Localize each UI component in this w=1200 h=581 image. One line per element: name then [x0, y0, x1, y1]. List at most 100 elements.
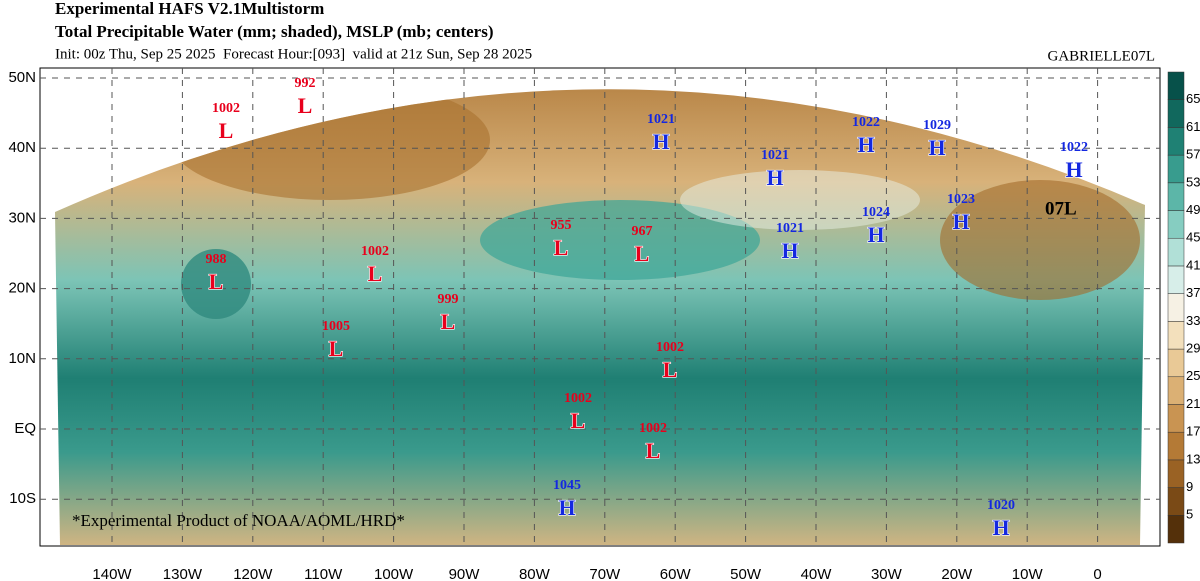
lon-label: 0 — [1093, 566, 1101, 581]
center-symbol: L — [329, 336, 344, 361]
pressure-value: 1029 — [923, 118, 951, 133]
colorbar-bin — [1167, 265, 1185, 294]
center-symbol: H — [558, 495, 575, 520]
colorbar-label: 65 — [1186, 91, 1200, 106]
lon-label: 140W — [92, 566, 132, 581]
subtitle: Total Precipitable Water (mm; shaded), M… — [55, 22, 494, 41]
center-symbol: H — [766, 165, 783, 190]
colorbar-label: 37 — [1186, 285, 1200, 300]
pressure-value: 1002 — [361, 244, 389, 259]
colorbar-bin — [1167, 376, 1185, 405]
lon-label: 10W — [1012, 566, 1044, 581]
colorbar-label: 57 — [1186, 147, 1200, 162]
pressure-value: 1005 — [322, 319, 350, 334]
lat-label: EQ — [14, 420, 36, 437]
colorbar-bin — [1167, 182, 1185, 211]
lon-label: 50W — [730, 566, 762, 581]
pressure-value: 967 — [632, 224, 653, 239]
colorbar-label: 17 — [1186, 424, 1200, 439]
colorbar-label: 5 — [1186, 507, 1193, 522]
pressure-value: 1002 — [212, 101, 240, 116]
colorbar-label: 25 — [1186, 368, 1200, 383]
lon-label: 100W — [374, 566, 414, 581]
center-symbol: L — [554, 235, 569, 260]
pressure-value: 1022 — [852, 115, 880, 130]
colorbar-bin — [1167, 293, 1185, 322]
lat-label: 50N — [8, 69, 36, 86]
lat-label: 40N — [8, 139, 36, 156]
colorbar-bin — [1167, 321, 1185, 350]
colorbar-bin — [1167, 404, 1185, 433]
pressure-value: 1020 — [987, 498, 1015, 513]
lon-label: 110W — [304, 566, 343, 581]
lon-label: 60W — [660, 566, 692, 581]
center-symbol: H — [992, 515, 1009, 540]
center-symbol: H — [781, 238, 798, 263]
colorbar-bin — [1167, 487, 1185, 516]
colorbar-bin — [1167, 71, 1185, 100]
lon-label: 40W — [801, 566, 833, 581]
lat-label: 30N — [8, 209, 36, 226]
storm-marker: 07L — [1045, 198, 1077, 219]
pressure-value: 1024 — [862, 205, 890, 220]
pressure-value: 1045 — [553, 478, 581, 493]
colorbar-bin — [1167, 459, 1185, 488]
center-symbol: L — [571, 408, 586, 433]
colorbar-bin — [1167, 154, 1185, 184]
center-symbol: L — [368, 261, 383, 286]
pressure-value: 1021 — [647, 112, 675, 127]
lon-label: 120W — [233, 566, 273, 581]
pressure-value: 955 — [551, 218, 572, 233]
colorbar-label: 45 — [1186, 230, 1200, 245]
colorbar-bin — [1167, 237, 1185, 267]
footer: *Experimental Product of NOAA/AOML/HRD* — [72, 511, 405, 530]
pressure-value: 988 — [206, 252, 227, 267]
colorbar: 5 9 13 17 21 25 29 33 37 41 45 49 53 57 61 65 — [1167, 71, 1200, 544]
center-symbol: L — [646, 438, 661, 463]
lon-label: 70W — [589, 566, 621, 581]
pressure-value: 1002 — [656, 340, 684, 355]
lon-label: 90W — [449, 566, 481, 581]
lon-label: 20W — [941, 566, 973, 581]
lat-label: 10N — [8, 350, 36, 367]
pressure-value: 999 — [438, 292, 459, 307]
colorbar-label: 53 — [1186, 174, 1200, 189]
colorbar-bin — [1167, 99, 1185, 128]
colorbar-label: 61 — [1186, 119, 1200, 134]
center-symbol: L — [635, 241, 650, 266]
center-symbol: L — [298, 93, 313, 118]
tpw-field — [55, 89, 1145, 546]
center-symbol: L — [219, 118, 234, 143]
colorbar-bin — [1167, 127, 1185, 156]
center-symbol: H — [652, 129, 669, 154]
init-line: Init: 00z Thu, Sep 25 2025 Forecast Hour… — [55, 46, 532, 62]
storm-id: GABRIELLE07L — [1048, 48, 1155, 64]
pressure-value: 1002 — [564, 391, 592, 406]
colorbar-label: 13 — [1186, 451, 1200, 466]
lon-label: 130W — [163, 566, 203, 581]
colorbar-label: 33 — [1186, 313, 1200, 328]
colorbar-label: 21 — [1186, 396, 1200, 411]
center-symbol: H — [857, 132, 874, 157]
pressure-value: 1022 — [1060, 140, 1088, 155]
lat-label: 20N — [8, 280, 36, 297]
title: Experimental HAFS V2.1Multistorm — [55, 0, 324, 18]
colorbar-label: 49 — [1186, 202, 1200, 217]
center-symbol: H — [1065, 157, 1082, 182]
center-symbol: H — [867, 222, 884, 247]
pressure-value: 1021 — [761, 148, 789, 163]
colorbar-bin — [1167, 210, 1185, 239]
pressure-value: 1021 — [776, 221, 804, 236]
lat-label: 10S — [9, 490, 36, 507]
colorbar-label: 41 — [1186, 257, 1200, 272]
colorbar-bin — [1167, 348, 1185, 378]
pressure-value: 1023 — [947, 192, 975, 207]
colorbar-label: 29 — [1186, 340, 1200, 355]
graticule — [40, 68, 1160, 546]
colorbar-label: 9 — [1186, 479, 1193, 494]
colorbar-bin — [1167, 515, 1185, 544]
colorbar-bin — [1167, 431, 1185, 461]
lon-label: 80W — [519, 566, 551, 581]
center-symbol: H — [928, 135, 945, 160]
